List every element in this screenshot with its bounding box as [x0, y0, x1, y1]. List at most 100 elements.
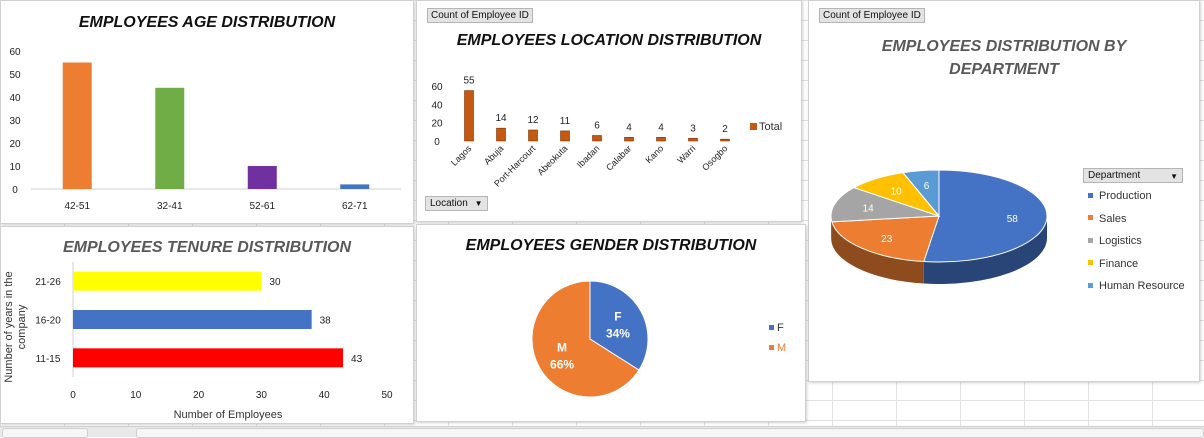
tenure-ytick-label: 11-15	[36, 354, 61, 365]
tenure-xtick-label: 0	[70, 390, 76, 401]
gender-category-label: M	[557, 340, 567, 354]
department-data-label: 14	[863, 204, 875, 215]
location-legend-label: Total	[759, 121, 783, 133]
department-slice	[902, 169, 940, 218]
location-chart-plot: 020406055Lagos14Abuja12Port-Harcourt11Ab…	[431, 76, 730, 189]
location-chart-title: EMPLOYEES LOCATION DISTRIBUTION	[456, 32, 762, 49]
gender-legend-item: F	[769, 321, 786, 341]
department-legend-swatch	[1088, 192, 1093, 198]
age-chart-plot: 0 10 20 30 40 50 60 42-51 32-41 52-61 62-71	[9, 47, 401, 212]
department-chart-title-line1: EMPLOYEES DISTRIBUTION BY	[881, 38, 1127, 55]
department-legend-label: Production	[1099, 190, 1152, 202]
tenure-ytick-label: 21-26	[35, 277, 61, 288]
department-legend-swatch	[1088, 237, 1093, 243]
age-ytick-label: 0	[12, 185, 18, 196]
age-xtick-label: 42-51	[64, 201, 90, 212]
department-slice-side	[923, 216, 1047, 284]
sheet-tab[interactable]	[2, 428, 88, 438]
tenure-chart-title: EMPLOYEES TENURE DISTRIBUTION	[62, 239, 352, 256]
tenure-bar	[73, 310, 312, 329]
location-data-label: 6	[594, 121, 600, 132]
location-bar	[624, 137, 634, 142]
tenure-xtick-label: 30	[256, 390, 268, 401]
location-data-label: 4	[658, 122, 664, 133]
location-legend-swatch	[750, 123, 757, 131]
department-chart-title-line2: DEPARTMENT	[949, 61, 1059, 78]
gender-category-label: F	[614, 310, 621, 324]
department-chart-plot: 58 23 14 10 6	[830, 169, 1048, 284]
tenure-chart-panel[interactable]: EMPLOYEES TENURE DISTRIBUTION 0 10 20 30 40 5…	[0, 226, 414, 424]
gender-percent-label: 66%	[550, 357, 574, 371]
age-xtick-label: 32-41	[157, 201, 183, 212]
location-ytick-label: 60	[431, 82, 443, 93]
department-legend-label: Human Resource	[1099, 280, 1185, 292]
tenure-xtick-label: 20	[193, 390, 205, 401]
dropdown-arrow-icon: ▼	[1170, 172, 1178, 181]
tenure-chart-plot: 0 10 20 30 40 50 30 21-26 38 16-20 43 11-15 Number o…	[3, 262, 393, 421]
location-bar	[528, 129, 538, 142]
department-legend: Production Sales Logistics Finance Human Res…	[1085, 189, 1185, 302]
location-data-label: 3	[690, 123, 696, 134]
location-xtick-label: Abeokuta	[535, 143, 569, 177]
location-data-label: 14	[495, 113, 507, 124]
location-data-label: 11	[560, 116, 571, 127]
age-ytick-label: 30	[9, 116, 21, 127]
location-bar	[656, 137, 666, 142]
age-ytick-label: 20	[9, 139, 21, 150]
gender-legend-label: F	[777, 322, 784, 334]
age-ytick-label: 50	[9, 70, 21, 81]
location-xtick-label: Lagos	[449, 143, 474, 168]
horizontal-scrollbar[interactable]	[136, 428, 1204, 438]
location-xtick-label: Abuja	[482, 143, 505, 166]
location-filter-button[interactable]: Location ▼	[425, 196, 488, 211]
tenure-data-label: 30	[269, 277, 281, 288]
location-bar	[688, 137, 698, 142]
gender-slice	[531, 280, 640, 398]
department-legend-label: Finance	[1099, 257, 1139, 270]
department-data-label: 6	[924, 181, 930, 192]
department-legend-swatch	[1088, 215, 1093, 221]
location-field-tag[interactable]: Count of Employee ID	[427, 8, 533, 23]
location-xtick-label: Osogbo	[700, 143, 729, 172]
location-data-label: 12	[527, 115, 539, 126]
tenure-data-label: 38	[320, 316, 332, 327]
gender-chart-title: EMPLOYEES GENDER DISTRIBUTION	[465, 237, 757, 254]
tenure-y-axis-title-line1: Number of years in the	[3, 271, 15, 382]
gender-chart-panel[interactable]: EMPLOYEES GENDER DISTRIBUTION F 34% M 66% F…	[416, 224, 806, 422]
department-legend-item: Logistics	[1085, 234, 1185, 257]
age-xtick-label: 52-61	[249, 201, 275, 212]
department-field-tag[interactable]: Count of Employee ID	[819, 8, 925, 23]
tenure-xtick-label: 10	[130, 390, 142, 401]
location-ytick-label: 0	[434, 137, 440, 148]
department-legend-swatch	[1088, 282, 1093, 288]
tenure-y-axis-title-line2: company	[16, 304, 28, 349]
department-filter-button[interactable]: Department ▼	[1083, 168, 1183, 183]
location-data-label: 55	[463, 76, 475, 87]
location-bar	[720, 138, 730, 142]
gender-chart-plot: F 34% M 66%	[531, 280, 649, 398]
department-legend-item: Sales	[1085, 212, 1185, 235]
location-bar	[496, 127, 506, 142]
age-bar	[62, 62, 92, 189]
location-ytick-label: 20	[431, 119, 443, 130]
age-xtick-label: 62-71	[342, 201, 368, 212]
department-filter-label: Department	[1088, 170, 1141, 181]
department-data-label: 58	[1007, 214, 1019, 225]
location-bar	[464, 90, 474, 142]
location-chart-panel[interactable]: Count of Employee ID EMPLOYEES LOCATION …	[416, 0, 802, 222]
location-bar	[560, 130, 570, 142]
department-chart-panel[interactable]: Count of Employee ID EMPLOYEES DISTRIBUT…	[808, 0, 1200, 382]
location-data-label: 2	[722, 124, 728, 135]
department-legend-label: Logistics	[1099, 235, 1142, 247]
department-slice-side	[831, 216, 832, 244]
tenure-xtick-label: 50	[381, 390, 393, 401]
gender-legend-item: M	[769, 341, 786, 361]
age-ytick-label: 60	[9, 47, 21, 58]
tenure-bar	[73, 271, 262, 291]
department-data-label: 10	[891, 187, 903, 198]
tenure-x-axis-title: Number of Employees	[174, 409, 283, 421]
gender-legend-label: M	[777, 342, 787, 354]
age-chart-panel[interactable]: EMPLOYEES AGE DISTRIBUTION 0 10 20 30 40 50 60…	[0, 0, 414, 224]
age-bar	[155, 87, 185, 189]
